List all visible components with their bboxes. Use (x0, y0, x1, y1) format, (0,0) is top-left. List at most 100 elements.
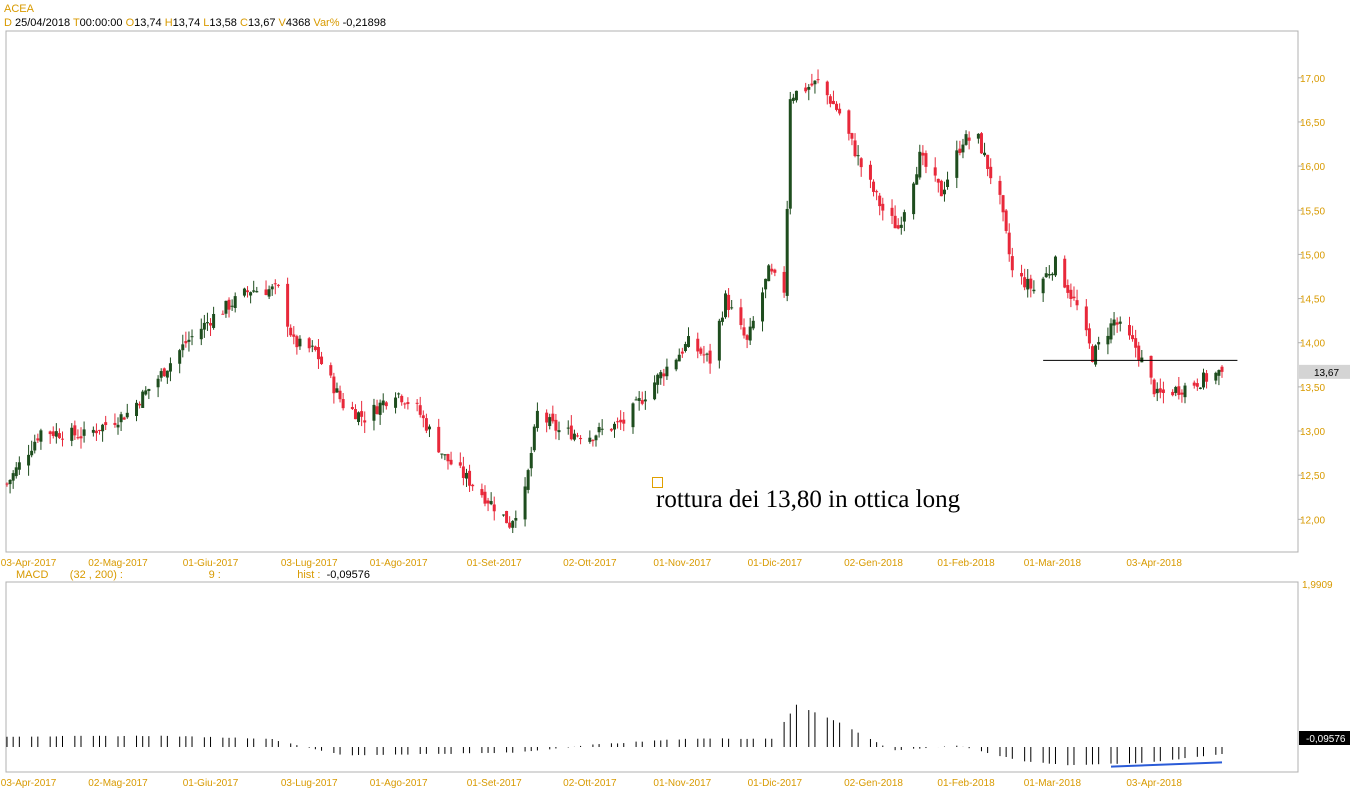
volume-value: 4368 (285, 17, 311, 29)
candle (165, 370, 169, 384)
candle-body (1149, 355, 1153, 378)
candle-body (437, 426, 441, 453)
candle (187, 331, 191, 352)
candle-body (1214, 372, 1218, 381)
candle (424, 413, 428, 434)
candle-body (613, 423, 616, 430)
candle (122, 416, 126, 420)
candle (804, 82, 808, 94)
candle (773, 268, 777, 277)
candle-body (320, 356, 324, 365)
candle (631, 402, 635, 434)
x-tick-label: 01-Feb-2018 (937, 558, 995, 569)
candle (104, 415, 108, 430)
ohlc-header: D 25/04/2018 T00:00:00 O13,74 H13,74 L13… (4, 17, 386, 29)
x-tick-label: 03-Apr-2017 (1, 778, 57, 789)
candle (893, 205, 897, 229)
candle-body (138, 403, 142, 406)
candle (532, 424, 536, 453)
candle-body (591, 440, 595, 442)
candle-body (838, 108, 842, 114)
candle-body (535, 410, 539, 429)
candle-body (807, 86, 811, 90)
candle (1020, 264, 1024, 285)
candle (872, 179, 876, 197)
candle (82, 421, 86, 443)
candle (310, 340, 314, 353)
candle-body (313, 346, 317, 350)
candle (511, 520, 515, 534)
candle (464, 468, 468, 487)
candle-body (859, 158, 863, 168)
x-tick-label: 02-Gen-2018 (844, 778, 903, 789)
candle-body (656, 374, 660, 385)
annotation-marker[interactable] (652, 477, 663, 488)
macd-chart[interactable]: 03-Apr-2017 02-Mag-2017 01-Giu-2017 03-Lug-… (0, 578, 1352, 800)
candle (406, 397, 410, 410)
x-tick-label: 01-Ago-2017 (370, 778, 428, 789)
candle (1174, 385, 1178, 397)
candle (551, 405, 555, 424)
candle (1115, 317, 1119, 333)
price-plot-frame (5, 30, 1299, 553)
candle (575, 432, 579, 438)
candle-body (461, 466, 465, 478)
price-candles (5, 69, 1224, 534)
candle (659, 369, 663, 385)
y-tick-label: 16,50 (1300, 118, 1325, 129)
candle-body (1075, 300, 1079, 306)
candle (983, 142, 987, 157)
candle (156, 375, 160, 398)
candle-body (403, 403, 407, 405)
candle-body (360, 411, 364, 417)
annotation-text[interactable]: rottura dei 13,80 in ottica long (656, 486, 961, 513)
candle-body (946, 179, 950, 187)
candle-body (156, 378, 160, 388)
candle (554, 413, 558, 440)
candle-body (955, 150, 959, 178)
candle-body (619, 419, 623, 423)
candle (17, 456, 21, 475)
candle (335, 382, 339, 393)
candle (98, 429, 102, 435)
candle-body (1112, 319, 1116, 326)
candle-body (782, 271, 786, 293)
candle-body (468, 470, 472, 486)
candle-body (532, 426, 536, 451)
candle (899, 216, 903, 235)
candle-body (856, 155, 860, 157)
candle (770, 263, 774, 275)
y-tick-label: 16,00 (1300, 162, 1325, 173)
candle (813, 80, 817, 94)
candle-body (209, 323, 213, 326)
candle-body (872, 181, 876, 192)
candle (1047, 265, 1051, 279)
candle-body (1069, 289, 1073, 300)
candle (76, 429, 80, 440)
candle-body (480, 489, 484, 496)
x-tick-label: 01-Giu-2017 (183, 558, 239, 569)
candle (14, 462, 18, 479)
candle (634, 396, 638, 401)
candle-body (341, 399, 345, 409)
candle-body (181, 344, 185, 351)
candle-body (850, 133, 854, 139)
candle-body (942, 189, 946, 195)
candle-body (233, 296, 237, 309)
candle-body (449, 459, 453, 465)
x-tick-label: 01-Dic-2017 (748, 558, 803, 569)
candle-body (764, 278, 768, 290)
candle (609, 428, 613, 432)
candle-body (338, 390, 342, 400)
candle-body (511, 521, 515, 528)
candle (57, 428, 61, 440)
candle (101, 423, 105, 442)
candle (616, 417, 620, 429)
candle-body (199, 328, 203, 340)
candle-body (1023, 277, 1027, 288)
candle-body (748, 326, 752, 341)
candle (1171, 389, 1175, 397)
candle (501, 514, 505, 517)
candle (11, 470, 15, 489)
price-chart[interactable]: 12,00 12,50 13,00 13,50 14,00 14,50 15,00 15,50… (0, 0, 1352, 570)
